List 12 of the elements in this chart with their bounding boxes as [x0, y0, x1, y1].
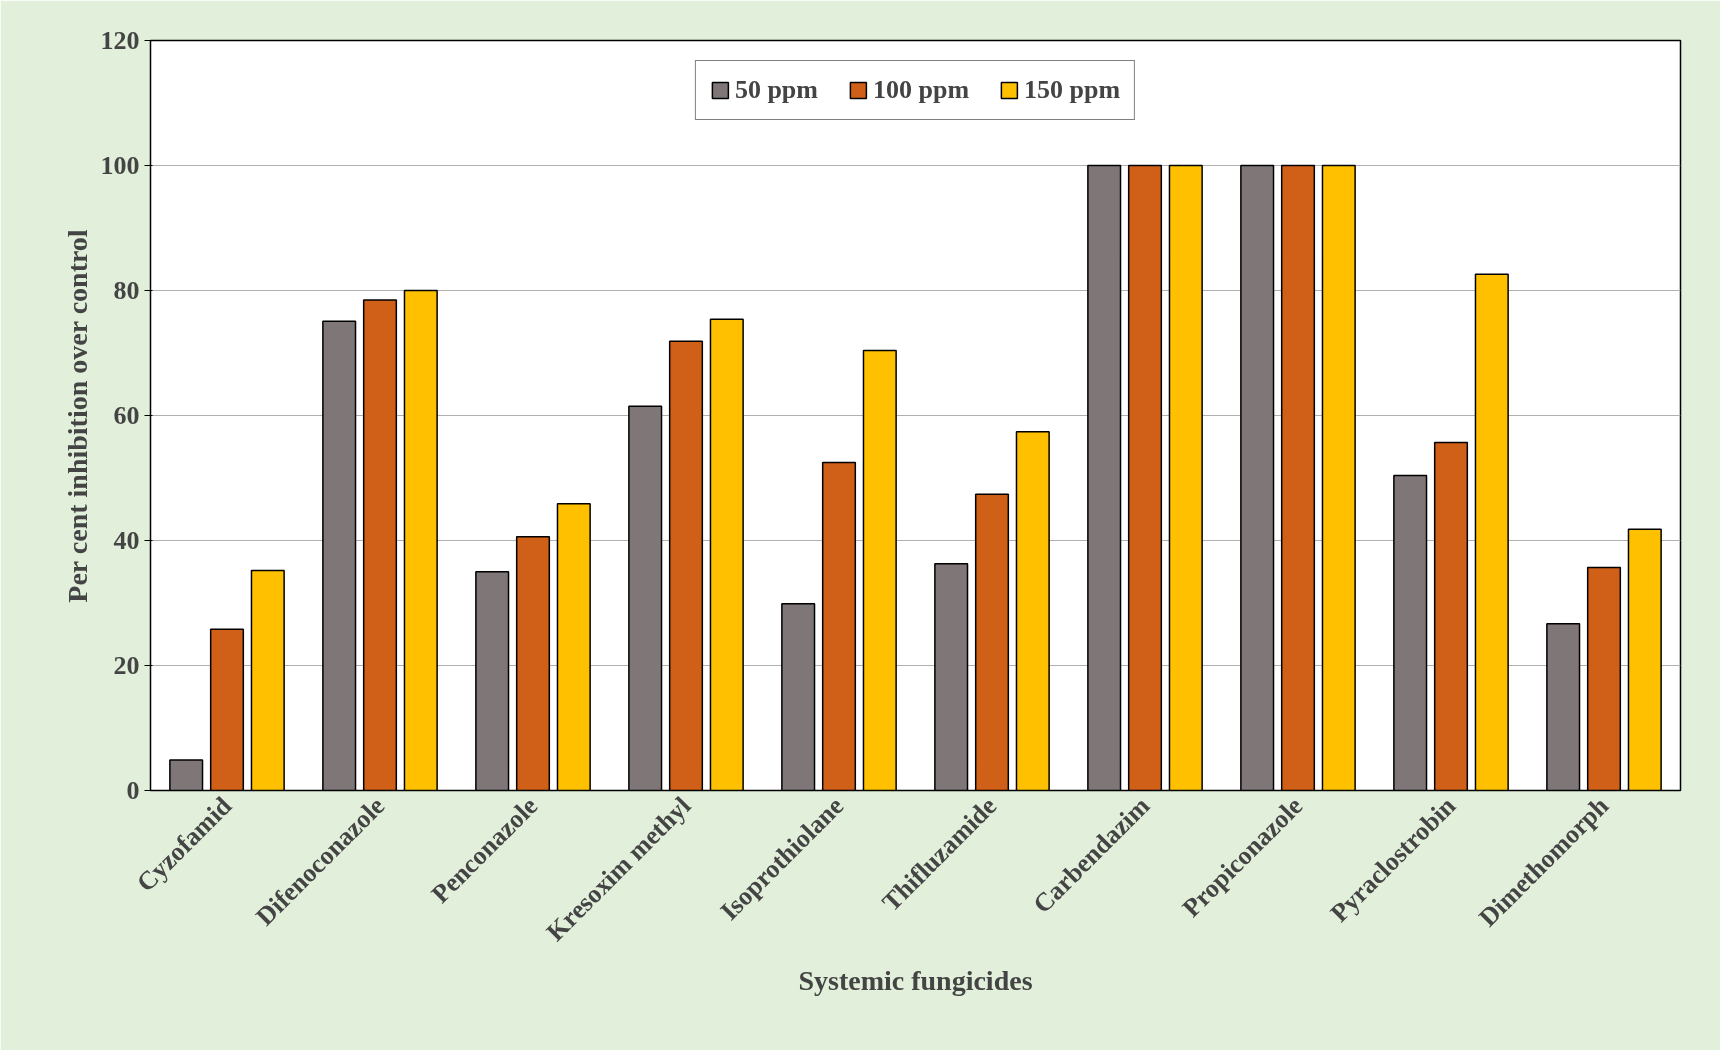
y-tick-label: 0 [126, 776, 140, 805]
y-tick-label: 100 [100, 151, 140, 180]
y-tick-label: 120 [100, 26, 140, 55]
x-axis-title: Systemic fungicides [798, 964, 1033, 996]
y-tick-label: 60 [113, 401, 140, 430]
y-axis-title: Per cent inhibition over control [61, 229, 93, 603]
y-tick-label: 80 [113, 276, 140, 305]
y-tick-label: 20 [113, 651, 140, 680]
legend-label: 50 ppm [734, 75, 818, 105]
legend-label: 150 ppm [1024, 75, 1121, 105]
y-tick-label: 40 [113, 526, 140, 555]
legend-label: 100 ppm [872, 75, 970, 105]
